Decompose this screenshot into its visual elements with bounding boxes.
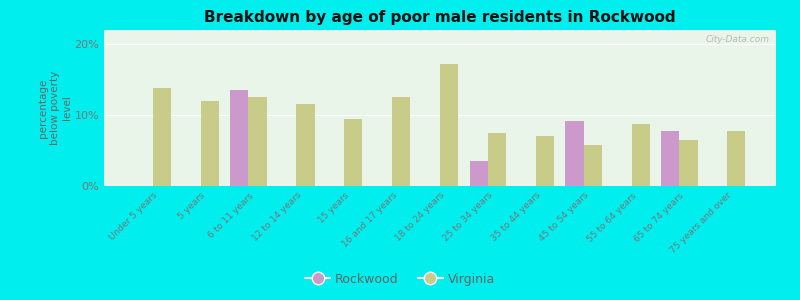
- Bar: [631, 124, 650, 186]
- Y-axis label: percentage
below poverty
level: percentage below poverty level: [38, 71, 72, 145]
- Bar: [679, 140, 698, 186]
- Bar: [488, 133, 506, 186]
- Bar: [392, 98, 410, 186]
- Bar: [344, 118, 362, 186]
- Title: Breakdown by age of poor male residents in Rockwood: Breakdown by age of poor male residents …: [204, 10, 676, 25]
- Bar: [153, 88, 171, 186]
- Bar: [249, 98, 266, 186]
- Legend: Rockwood, Virginia: Rockwood, Virginia: [300, 268, 500, 291]
- Bar: [440, 64, 458, 186]
- Bar: [727, 131, 746, 186]
- Bar: [230, 90, 249, 186]
- Bar: [296, 104, 314, 186]
- Bar: [566, 121, 584, 186]
- Bar: [470, 161, 488, 186]
- Bar: [584, 145, 602, 186]
- Bar: [536, 136, 554, 186]
- Text: City-Data.com: City-Data.com: [706, 35, 770, 44]
- Bar: [661, 131, 679, 186]
- Bar: [201, 101, 219, 186]
